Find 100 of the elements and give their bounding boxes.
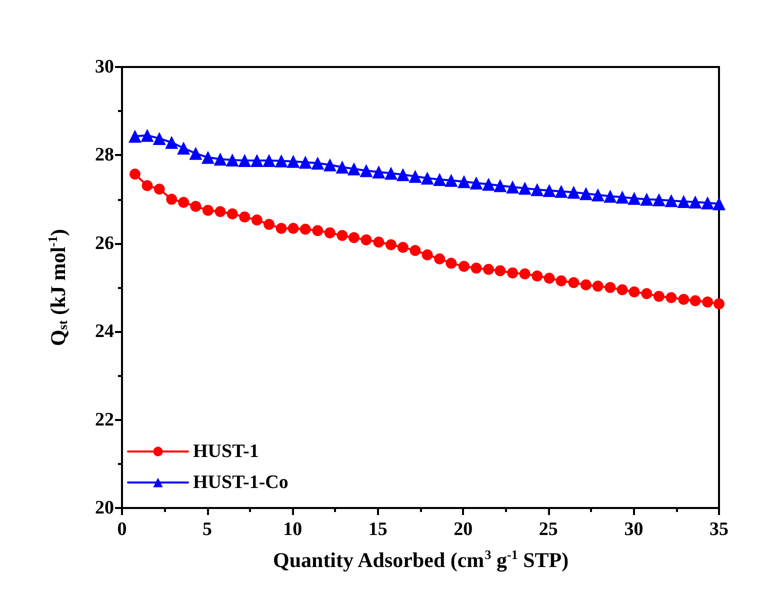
point	[556, 275, 567, 286]
point	[202, 204, 214, 216]
point	[702, 296, 714, 308]
point	[311, 156, 324, 170]
point	[446, 258, 457, 269]
point	[712, 197, 726, 210]
point	[714, 298, 724, 310]
point	[494, 179, 507, 192]
point	[372, 165, 386, 178]
point	[336, 160, 349, 174]
point	[690, 295, 701, 306]
point	[677, 195, 690, 208]
point	[494, 265, 506, 276]
point	[298, 156, 312, 169]
x-tick-label: 30	[624, 519, 644, 540]
y-tick-label: 26	[95, 232, 114, 254]
point	[262, 154, 276, 167]
point	[420, 172, 434, 185]
point	[214, 152, 227, 166]
point	[177, 142, 190, 155]
point	[604, 282, 616, 293]
point	[286, 154, 300, 168]
point	[653, 290, 664, 302]
point	[226, 208, 238, 220]
point	[324, 227, 336, 238]
point	[189, 146, 202, 160]
point	[470, 176, 483, 190]
point	[530, 183, 544, 196]
point	[701, 196, 714, 210]
point	[300, 224, 311, 235]
point	[640, 192, 654, 206]
point	[140, 128, 154, 142]
point	[214, 206, 226, 218]
point	[628, 286, 640, 298]
y-tick-label: 30	[95, 56, 114, 78]
point	[433, 172, 446, 186]
point	[422, 249, 433, 260]
y-tick-label: 20	[95, 498, 114, 518]
point	[666, 292, 677, 304]
point	[519, 268, 530, 280]
point	[165, 136, 178, 149]
x-tick-label: 20	[454, 519, 473, 540]
point	[250, 154, 264, 167]
point	[312, 225, 324, 236]
point	[276, 222, 287, 234]
point	[373, 236, 384, 248]
point	[678, 294, 690, 305]
y-axis-title: Qst (kJ mol-1)	[45, 228, 70, 346]
point	[128, 130, 142, 143]
point	[628, 192, 641, 205]
x-tick-label: 25	[538, 519, 558, 540]
x-tick-label: 0	[117, 519, 127, 540]
point	[384, 166, 398, 180]
point	[554, 184, 568, 198]
point	[507, 267, 518, 278]
point	[483, 264, 494, 275]
point	[580, 279, 592, 290]
legend-label: HUST-1-Co	[193, 472, 288, 493]
point	[592, 280, 604, 292]
point	[444, 174, 458, 187]
point	[641, 288, 652, 300]
point	[579, 187, 592, 200]
point	[154, 184, 165, 195]
point	[274, 154, 288, 168]
point	[652, 193, 666, 206]
point	[347, 162, 360, 176]
point	[688, 195, 702, 208]
y-tick-label: 28	[95, 144, 114, 166]
point	[360, 234, 372, 246]
point	[616, 190, 629, 204]
point	[567, 186, 580, 199]
point	[591, 188, 604, 202]
legend-label: HUST-1	[193, 441, 259, 462]
point	[336, 230, 348, 241]
point	[458, 260, 470, 272]
point	[129, 168, 140, 180]
point	[410, 244, 421, 256]
point	[190, 200, 202, 212]
point	[201, 150, 214, 164]
point	[664, 194, 678, 208]
point	[166, 194, 178, 205]
point	[152, 132, 166, 145]
point	[397, 242, 408, 253]
point	[348, 232, 360, 244]
point	[542, 184, 556, 197]
x-tick-label: 35	[710, 519, 728, 540]
point	[226, 154, 239, 167]
point	[518, 182, 532, 195]
point	[142, 180, 153, 192]
y-tick-label: 22	[95, 409, 114, 430]
point	[482, 178, 496, 191]
point	[568, 277, 580, 288]
x-tick-label: 10	[283, 519, 302, 540]
point	[604, 190, 617, 203]
point	[532, 270, 543, 282]
point	[323, 158, 336, 172]
point	[544, 272, 555, 284]
point	[470, 262, 482, 274]
y-tick-label: 24	[95, 321, 114, 342]
point	[238, 154, 252, 167]
